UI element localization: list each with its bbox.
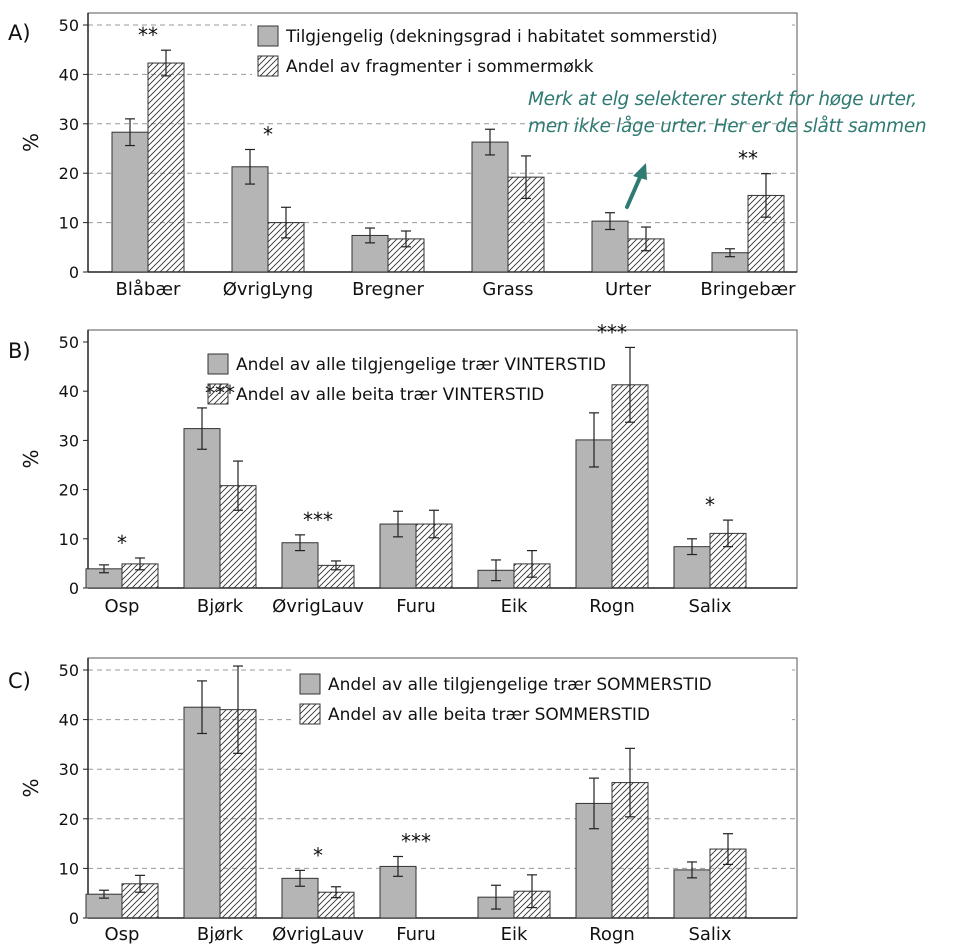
significance-marker: *** bbox=[597, 320, 627, 344]
y-tick-label: 20 bbox=[59, 810, 79, 829]
bar-available bbox=[111, 131, 149, 273]
y-tick-label: 20 bbox=[59, 164, 79, 183]
y-tick-label: 40 bbox=[59, 711, 79, 730]
significance-marker: *** bbox=[401, 829, 431, 853]
y-tick-label: 10 bbox=[59, 530, 79, 549]
x-category-label: Bringebær bbox=[700, 279, 796, 300]
bar-available bbox=[183, 706, 221, 919]
x-category-label: ØvrigLyng bbox=[223, 279, 314, 300]
x-category-label: Blåbær bbox=[116, 279, 181, 300]
legend: Andel av alle tilgjengelige trær VINTERS… bbox=[207, 353, 606, 405]
legend-background bbox=[252, 20, 792, 84]
x-category-label: Salix bbox=[688, 596, 731, 617]
significance-marker: ** bbox=[138, 23, 158, 47]
bar-available bbox=[471, 141, 509, 273]
annotation-arrow bbox=[625, 163, 647, 209]
annotation-line-1: Merk at elg selekterer sterkt for høge u… bbox=[528, 89, 917, 110]
x-category-label: Bjørk bbox=[197, 596, 244, 617]
significance-marker: * bbox=[117, 531, 127, 555]
y-tick-label: 10 bbox=[59, 859, 79, 878]
legend-swatch-used bbox=[207, 383, 229, 405]
bar-available bbox=[379, 865, 417, 919]
bar-available bbox=[231, 166, 269, 273]
x-category-label: ØvrigLauv bbox=[272, 924, 364, 944]
significance-marker: *** bbox=[303, 508, 333, 532]
y-tick-label: 10 bbox=[59, 214, 79, 233]
y-axis-label: % bbox=[19, 133, 43, 152]
significance-marker: * bbox=[263, 122, 273, 146]
legend-swatch-available bbox=[257, 25, 279, 47]
x-category-label: Osp bbox=[105, 924, 140, 944]
y-tick-label: 40 bbox=[59, 382, 79, 401]
significance-marker: ** bbox=[738, 147, 758, 171]
x-category-label: Bjørk bbox=[197, 924, 244, 944]
x-category-label: ØvrigLauv bbox=[272, 596, 364, 617]
x-category-label: Bregner bbox=[352, 279, 424, 300]
y-tick-label: 20 bbox=[59, 481, 79, 500]
y-tick-label: 50 bbox=[59, 661, 79, 680]
y-tick-label: 30 bbox=[59, 431, 79, 450]
y-tick-label: 0 bbox=[69, 579, 79, 598]
legend-label: Andel av fragmenter i sommermøkk bbox=[286, 57, 594, 77]
legend: Andel av alle tilgjengelige trær SOMMERS… bbox=[294, 668, 792, 732]
x-category-label: Rogn bbox=[589, 924, 635, 944]
chart-panel-2: 0 10 20 30 40 50% B) * Osp *** Bjørk *** ØvrigLauv Fu… bbox=[8, 320, 798, 617]
panel-label: B) bbox=[8, 339, 31, 363]
x-category-label: Rogn bbox=[589, 596, 635, 617]
x-category-label: Urter bbox=[605, 279, 652, 300]
legend-label: Tilgjengelig (dekningsgrad i habitatet s… bbox=[285, 27, 718, 47]
chart-panel-3: 0 10 20 30 40 50% C) Osp Bjørk * ØvrigLauv *** Furu E… bbox=[8, 657, 798, 944]
x-category-label: Furu bbox=[396, 596, 436, 617]
legend: Tilgjengelig (dekningsgrad i habitatet s… bbox=[252, 20, 792, 84]
x-category-label: Grass bbox=[482, 279, 533, 300]
y-axis-label: % bbox=[19, 778, 43, 797]
significance-marker: * bbox=[705, 493, 715, 517]
chart-panel-1: 0 10 20 30 40 50% A) ** Blåbær * ØvrigLyng Bregner G… bbox=[8, 12, 798, 300]
x-category-label: Eik bbox=[501, 596, 528, 617]
legend-swatch-available bbox=[299, 673, 321, 695]
y-tick-label: 0 bbox=[69, 909, 79, 928]
significance-marker: * bbox=[313, 843, 323, 867]
legend-swatch-used bbox=[299, 703, 321, 725]
legend-swatch-used bbox=[257, 55, 279, 77]
bar-used bbox=[147, 62, 185, 273]
bar-available bbox=[183, 428, 221, 589]
y-tick-label: 40 bbox=[59, 65, 79, 84]
y-axis-label: % bbox=[19, 449, 43, 468]
x-category-label: Salix bbox=[688, 924, 731, 944]
legend-label: Andel av alle beita trær SOMMERSTID bbox=[328, 705, 650, 725]
annotation-note: Merk at elg selekterer sterkt for høge u… bbox=[528, 86, 962, 140]
legend-swatch-available bbox=[207, 353, 229, 375]
annotation-line-2: men ikke låge urter. Her er de slått sam… bbox=[528, 116, 927, 137]
legend-background bbox=[294, 668, 792, 732]
panel-label: A) bbox=[8, 21, 31, 45]
panel-label: C) bbox=[8, 669, 31, 693]
y-tick-label: 30 bbox=[59, 115, 79, 134]
x-category-label: Osp bbox=[105, 596, 140, 617]
x-category-label: Furu bbox=[396, 924, 436, 944]
legend-label: Andel av alle tilgjengelige trær SOMMERS… bbox=[328, 675, 712, 695]
y-tick-label: 0 bbox=[69, 263, 79, 282]
x-category-label: Eik bbox=[501, 924, 528, 944]
y-tick-label: 50 bbox=[59, 333, 79, 352]
legend-label: Andel av alle tilgjengelige trær VINTERS… bbox=[236, 355, 606, 375]
y-tick-label: 30 bbox=[59, 760, 79, 779]
y-tick-label: 50 bbox=[59, 16, 79, 35]
legend-label: Andel av alle beita trær VINTERSTID bbox=[236, 385, 544, 405]
